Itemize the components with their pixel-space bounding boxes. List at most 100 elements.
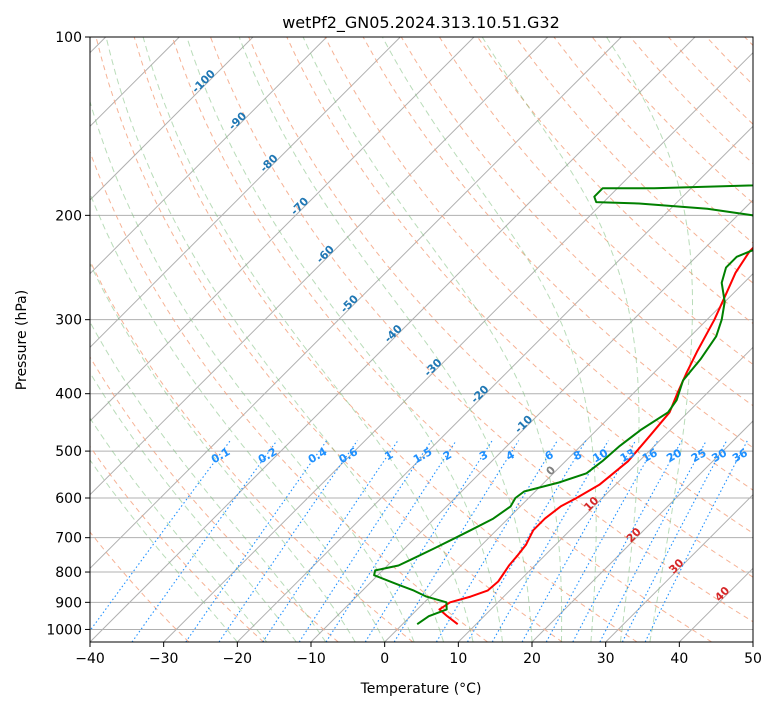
moist-adiabat-line xyxy=(90,192,386,642)
dry-adiabat-label: 30 xyxy=(666,556,686,576)
dry-adiabat-line xyxy=(90,356,339,642)
isotherm-line xyxy=(384,272,753,642)
moist-adiabat-line xyxy=(90,417,268,642)
mixing-ratio-labels: 0.1 0.2 0.4 0.6 1 1.5 2 3 4 6 8 10 13 16 20 25 30 36 xyxy=(209,445,750,466)
mixing-ratio-line xyxy=(545,440,659,642)
mixing-ratio-line xyxy=(90,440,231,632)
dry-adiabat-label: -60 xyxy=(314,242,337,265)
dry-adiabat-label: -70 xyxy=(288,194,311,217)
x-tick-label: −10 xyxy=(296,651,326,667)
mixing-ratio-label: 0.4 xyxy=(306,445,330,466)
x-tick-label: 10 xyxy=(449,651,467,667)
mixing-ratio-lines xyxy=(90,440,748,642)
moist-adiabat-line xyxy=(90,99,415,642)
mixing-ratio-label: 25 xyxy=(689,446,709,465)
x-tick-label: 50 xyxy=(744,651,762,667)
mixing-ratio-label: 3 xyxy=(477,448,490,463)
isotherm-line xyxy=(90,37,622,570)
y-tick-label: 300 xyxy=(55,313,82,329)
mixing-ratio-label: 6 xyxy=(543,448,556,463)
dry-adiabat-line xyxy=(400,37,753,407)
mixing-ratio-label: 13 xyxy=(618,446,638,465)
isotherm-line xyxy=(236,125,753,642)
y-axis-label: Pressure (hPa) xyxy=(14,290,30,390)
dry-adiabat-line xyxy=(286,37,753,534)
y-tick-label: 1000 xyxy=(46,622,82,638)
dry-adiabat-line xyxy=(133,37,638,642)
dry-adiabat-line xyxy=(90,259,414,642)
dry-adiabat-line xyxy=(591,37,753,204)
dewpoint-profile-line xyxy=(373,184,753,626)
mixing-ratio-line xyxy=(393,440,520,642)
x-axis-ticks: −40 −30 −20 −10 0 10 20 30 40 50 xyxy=(75,642,762,667)
isotherm-line xyxy=(163,51,753,642)
dry-adiabat-label: 40 xyxy=(712,584,732,604)
x-tick-label: 20 xyxy=(523,651,541,667)
mixing-ratio-label: 0.6 xyxy=(337,445,361,466)
dry-adiabat-label: -80 xyxy=(257,152,280,175)
isotherm-line xyxy=(90,37,696,642)
x-tick-label: 0 xyxy=(380,651,389,667)
dry-adiabat-line xyxy=(171,37,712,642)
mixing-ratio-line xyxy=(491,440,609,642)
y-tick-label: 800 xyxy=(55,565,82,581)
moist-adiabat-line xyxy=(90,459,238,642)
isotherm-line xyxy=(605,493,753,642)
moist-adiabat-line xyxy=(302,37,563,642)
isotherm-line xyxy=(310,199,753,642)
dry-adiabat-line xyxy=(210,37,753,623)
y-tick-label: 200 xyxy=(55,208,82,224)
moist-adiabat-line xyxy=(238,37,533,642)
dry-adiabat-line xyxy=(744,37,753,47)
dry-adiabat-label: -50 xyxy=(338,292,361,315)
dry-adiabat-line xyxy=(90,445,264,642)
y-tick-label: 100 xyxy=(55,30,82,46)
mixing-ratio-line xyxy=(185,440,328,642)
dry-adiabat-label: 10 xyxy=(581,494,601,514)
isotherm-line xyxy=(531,420,753,642)
dry-adiabat-line xyxy=(668,37,753,125)
dry-adiabat-label: -100 xyxy=(189,67,218,96)
mixing-ratio-line xyxy=(364,440,493,642)
mixing-ratio-line xyxy=(298,440,432,642)
mixing-ratio-label: 0.1 xyxy=(209,445,232,466)
y-tick-label: 400 xyxy=(55,387,82,403)
y-tick-label: 700 xyxy=(55,531,82,547)
mixing-ratio-label: 0.2 xyxy=(256,445,279,466)
mixing-ratio-line xyxy=(262,440,399,642)
isotherm-line xyxy=(90,37,401,349)
isotherm-line xyxy=(90,37,328,275)
moist-adiabat-line xyxy=(90,371,297,642)
dry-adiabat-label: -90 xyxy=(226,109,249,132)
dry-adiabat-line xyxy=(706,37,753,86)
x-tick-label: 40 xyxy=(670,651,688,667)
mixing-ratio-line xyxy=(435,440,558,642)
moist-adiabat-line xyxy=(90,321,327,642)
y-tick-label: 600 xyxy=(55,491,82,507)
skewed-isotherms xyxy=(90,37,753,642)
dry-adiabat-label: -20 xyxy=(468,383,491,406)
x-tick-label: −40 xyxy=(75,651,105,667)
dry-adiabat-label: -30 xyxy=(421,356,444,379)
mixing-ratio-line xyxy=(521,440,637,642)
dry-adiabats xyxy=(90,37,753,642)
pressure-gridlines xyxy=(90,37,753,630)
plot-area: -100-90-80-70-60-50-40-30-20-10010203040… xyxy=(90,37,753,642)
dry-adiabat-line xyxy=(90,531,190,642)
isotherm-line xyxy=(678,567,753,642)
mixing-ratio-label: 36 xyxy=(730,446,750,465)
mixing-ratio-line xyxy=(325,440,457,642)
isotherm-line xyxy=(90,37,549,496)
dry-adiabat-line xyxy=(90,150,488,642)
mixing-ratio-line xyxy=(644,440,748,642)
moist-adiabat-line xyxy=(481,37,640,642)
x-tick-label: 30 xyxy=(597,651,615,667)
y-axis-ticks: 100 200 300 400 500 600 700 800 900 1000 xyxy=(46,30,90,638)
x-axis-label: Temperature (°C) xyxy=(360,681,482,697)
sounding-profiles xyxy=(373,184,753,626)
moist-adiabat-line xyxy=(606,37,693,642)
mixing-ratio-line xyxy=(131,440,278,642)
moist-adiabat-line xyxy=(90,262,356,642)
dry-adiabat-label: -10 xyxy=(512,412,535,435)
